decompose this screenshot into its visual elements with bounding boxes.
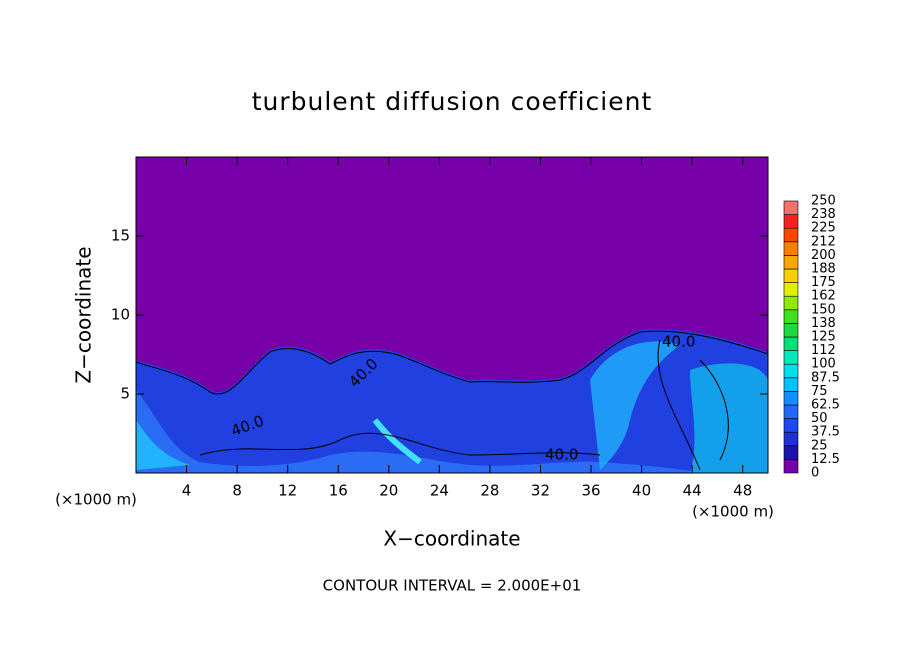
y-tick-label: 10: [111, 306, 130, 324]
x-tick-label: 4: [182, 482, 192, 500]
footnote: CONTOUR INTERVAL = 2.000E+01: [323, 577, 582, 595]
colorbar-box: [783, 445, 799, 460]
x-tick-label: 40: [632, 482, 651, 500]
colorbar-label: 150: [811, 302, 836, 317]
colorbar-box: [783, 459, 799, 474]
colorbar-label: 138: [811, 316, 836, 331]
turbulent-patch: [590, 341, 680, 470]
x-tick-label: 36: [581, 482, 600, 500]
chart-title: turbulent diffusion coefficient: [252, 87, 653, 116]
colorbar-label: 175: [811, 275, 836, 290]
contour-line: [657, 339, 729, 471]
colorbar-box: [783, 268, 799, 283]
x-tick-label: 44: [683, 482, 702, 500]
x-tick-label: 12: [278, 482, 297, 500]
contour-line: [199, 432, 601, 456]
colorbar-label: 12.5: [811, 452, 840, 467]
x-axis-label: X−coordinate: [383, 527, 520, 551]
colorbar-box: [783, 200, 799, 215]
colorbar-label: 225: [811, 221, 836, 236]
colorbar-box: [783, 350, 799, 365]
x-tick-label: 20: [379, 482, 398, 500]
x-unit: (×1000 m): [692, 503, 774, 521]
colorbar-box: [783, 431, 799, 447]
field: 40.0 40.0 40.0 40.0: [135, 157, 769, 473]
turbulent-layer-lower: [136, 390, 700, 473]
colorbar-label: 37.5: [811, 425, 840, 440]
x-tick-label: 48: [733, 482, 752, 500]
y-axis-label: Z−coordinate: [72, 246, 96, 383]
colorbar-label: 112: [811, 343, 836, 358]
colorbar-box: [783, 336, 799, 351]
colorbar-label: 50: [811, 411, 828, 426]
colorbar-label: 100: [811, 357, 836, 372]
turbulent-streak: [372, 418, 422, 465]
colorbar-label: 188: [811, 262, 836, 277]
colorbar-box: [783, 363, 799, 379]
x-tick-label: 28: [480, 482, 499, 500]
y-tick-label: 5: [120, 385, 130, 403]
colorbar-label: 238: [811, 207, 836, 222]
colorbar-label: 250: [811, 194, 836, 209]
x-unit: (×1000 m): [55, 491, 137, 509]
colorbar-box: [783, 309, 799, 324]
x-tick-label: 32: [531, 482, 550, 500]
colorbar-box: [783, 418, 799, 433]
colorbar-box: [783, 255, 799, 270]
colorbar-label: 75: [811, 384, 828, 399]
colorbar-box: [783, 214, 799, 229]
colorbar-label: 87.5: [811, 370, 840, 385]
colorbar-box: [783, 282, 799, 297]
colorbar-box: [783, 391, 799, 406]
colorbar-label: 200: [811, 248, 836, 263]
colorbar-label: 0: [811, 466, 819, 481]
colorbar-label: 212: [811, 234, 836, 249]
colorbar-box: [783, 241, 799, 256]
contour-line: [135, 330, 769, 395]
contour-label: 40.0: [662, 333, 695, 351]
colorbar-box: [783, 377, 799, 392]
colorbar-box: [783, 323, 799, 338]
colorbar-box: [783, 227, 799, 243]
x-tick-label: 8: [232, 482, 242, 500]
contour-label: 40.0: [545, 446, 578, 464]
colorbar-label: 25: [811, 438, 828, 453]
colorbar-label: 162: [811, 289, 836, 304]
colorbar-box: [783, 404, 799, 419]
turbulent-patch: [136, 420, 190, 470]
y-tick-label: 15: [111, 227, 130, 245]
colorbar-label: 62.5: [811, 398, 840, 413]
colorbar-box: [783, 295, 799, 311]
x-tick-label: 16: [329, 482, 348, 500]
x-tick-label: 24: [430, 482, 449, 500]
colorbar-label: 125: [811, 330, 836, 345]
turbulent-patch: [690, 363, 768, 473]
